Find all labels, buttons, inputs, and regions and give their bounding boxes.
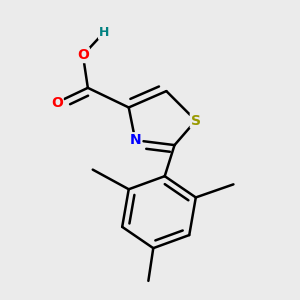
Text: S: S xyxy=(191,114,201,128)
Text: O: O xyxy=(51,96,63,110)
Text: O: O xyxy=(77,48,89,62)
Text: H: H xyxy=(99,26,110,39)
Text: N: N xyxy=(130,133,141,147)
